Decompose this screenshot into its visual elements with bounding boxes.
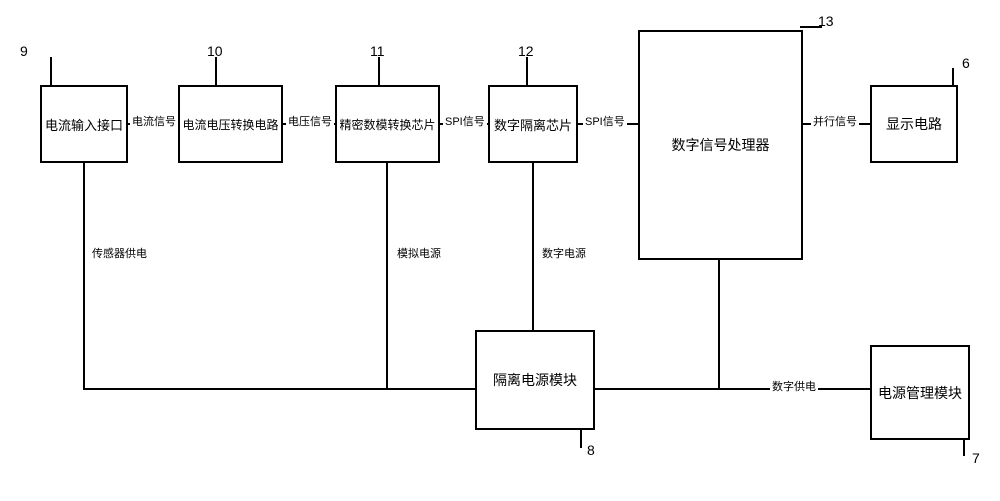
tag-13: 13 (818, 13, 834, 29)
edge-label-digitalpwr: 数字电源 (540, 245, 588, 261)
tag-8: 8 (587, 442, 595, 458)
block-label: 数字隔离芯片 (494, 115, 572, 134)
tag-12: 12 (518, 43, 534, 59)
tag-11: 11 (370, 43, 385, 59)
edge-label-spi2: SPI信号 (583, 113, 627, 129)
block-label: 电流电压转换电路 (182, 116, 278, 133)
edge-label-spi1: SPI信号 (443, 113, 487, 129)
lead-9 (50, 57, 52, 85)
block-label: 数字信号处理器 (672, 135, 770, 155)
edge-label-analog: 模拟电源 (395, 245, 443, 261)
edge-label-sensor: 传感器供电 (90, 245, 149, 261)
block-label: 电流输入接口 (45, 115, 123, 134)
block-label: 电源管理模块 (878, 383, 962, 403)
block-diagram: 电流输入接口 电流电压转换电路 精密数模转换芯片 数字隔离芯片 数字信号处理器 … (0, 0, 1000, 501)
block-adc: 精密数模转换芯片 (335, 85, 440, 163)
lead-12 (526, 57, 528, 85)
lead-7 (963, 438, 965, 456)
lead-8 (580, 428, 582, 448)
lead-11 (378, 57, 380, 85)
block-digital-iso: 数字隔离芯片 (488, 85, 578, 163)
tag-7: 7 (972, 450, 980, 466)
edge-label-digsupply: 数字供电 (770, 378, 818, 394)
block-dsp: 数字信号处理器 (638, 30, 803, 260)
edge-label-parallel: 并行信号 (811, 113, 859, 129)
wire-digital-v (532, 163, 534, 330)
wire-sensor-v (83, 163, 85, 388)
wire-digpwr-h (595, 388, 870, 390)
tag-9: 9 (20, 43, 28, 59)
block-label: 隔离电源模块 (493, 370, 577, 390)
block-iso-power: 隔离电源模块 (475, 330, 595, 430)
tag-6: 6 (962, 55, 970, 71)
edge-label-voltage: 电压信号 (286, 113, 334, 129)
lead-10 (215, 57, 217, 85)
block-label: 精密数模转换芯片 (339, 116, 435, 133)
wire-13-down (718, 260, 720, 390)
block-display: 显示电路 (870, 85, 958, 163)
lead-6 (952, 68, 954, 85)
block-current-input: 电流输入接口 (40, 85, 128, 163)
block-power-mgmt: 电源管理模块 (870, 345, 970, 440)
block-label: 显示电路 (886, 114, 942, 134)
edge-label-current: 电流信号 (130, 113, 178, 129)
wire-sensor-h (83, 388, 475, 390)
tag-10: 10 (207, 43, 223, 59)
block-iv-convert: 电流电压转换电路 (178, 85, 283, 163)
wire-analog-v (386, 163, 388, 390)
